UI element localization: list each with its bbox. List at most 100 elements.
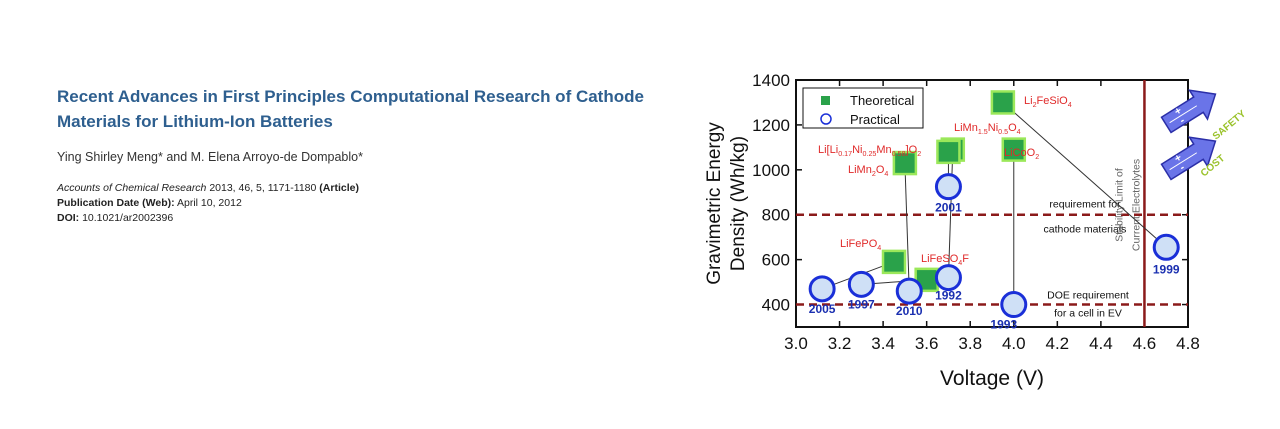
article-title[interactable]: Recent Advances in First Principles Comp… bbox=[57, 87, 644, 131]
formula-part: Li[Li bbox=[818, 144, 838, 156]
safety-label: SAFETY bbox=[1211, 108, 1249, 142]
formula-part: Ni bbox=[988, 122, 998, 134]
stability-limit-label-line: Stability Limit of bbox=[1113, 168, 1125, 242]
formula-part: 4 bbox=[884, 170, 888, 178]
formula-part: 2 bbox=[872, 170, 876, 178]
stability-limit-label-line: Current Electrolytes bbox=[1130, 159, 1142, 251]
connector-line bbox=[1002, 102, 1167, 248]
formula-part: 2 bbox=[917, 150, 921, 158]
year-label: 1997 bbox=[848, 297, 875, 311]
practical-point bbox=[808, 275, 836, 303]
compound-label: LiFeSO4F bbox=[921, 253, 969, 267]
theoretical-point bbox=[892, 150, 918, 176]
x-tick-label: 4.4 bbox=[1089, 334, 1113, 353]
theoretical-point bbox=[1001, 137, 1027, 162]
compound-label: LiFePO4 bbox=[840, 238, 881, 252]
practical-point bbox=[895, 277, 923, 305]
compound-label: Li2FeSiO4 bbox=[1024, 95, 1072, 109]
reference-label: for a cell in EV bbox=[1054, 308, 1122, 320]
reference-label: cathode materials bbox=[1044, 224, 1127, 236]
x-tick-label: 3.8 bbox=[958, 334, 982, 353]
article-summary: Recent Advances in First Principles Comp… bbox=[57, 84, 687, 226]
x-axis-label: Voltage (V) bbox=[940, 367, 1044, 390]
arrow-minus: - bbox=[1178, 114, 1188, 126]
compound-label: LiMn1.5Ni0.5O4 bbox=[954, 122, 1021, 136]
connector-line bbox=[904, 163, 910, 292]
formula-part: O bbox=[876, 164, 885, 176]
formula-part: FeSiO bbox=[1037, 95, 1069, 107]
formula-part: O bbox=[1008, 122, 1017, 134]
doi-value[interactable]: 10.1021/ar2002396 bbox=[79, 212, 174, 224]
x-tick-label: 3.6 bbox=[915, 334, 939, 353]
pub-date: April 10, 2012 bbox=[174, 197, 242, 209]
formula-part: 4 bbox=[958, 259, 962, 267]
y-axis-label: Gravimetric Energy Density (Wh/kg) bbox=[704, 122, 749, 285]
arrow-plus: + bbox=[1172, 152, 1184, 166]
practical-point bbox=[847, 270, 875, 298]
compound-label: LiCoO2 bbox=[1004, 147, 1039, 161]
y-axis-label-line: Density (Wh/kg) bbox=[728, 136, 749, 271]
formula-part: Ni bbox=[852, 144, 862, 156]
citation-details: 2013, 46, 5, 1171-1180 bbox=[206, 182, 320, 194]
formula-part: 0.58 bbox=[892, 150, 906, 158]
article-type: (Article) bbox=[319, 182, 359, 194]
formula-part: F bbox=[962, 253, 969, 265]
formula-part: Li bbox=[1024, 95, 1033, 107]
formula-part: 0.5 bbox=[998, 128, 1008, 136]
doi-label: DOI: bbox=[57, 212, 80, 224]
safety-arrow-divider bbox=[1169, 105, 1198, 124]
reference-label: DOE requirement bbox=[1047, 290, 1129, 302]
x-tick-label: 4.0 bbox=[1002, 334, 1026, 353]
formula-part: 4 bbox=[877, 244, 881, 252]
compound-label: LiMn2O4 bbox=[848, 164, 888, 178]
stability-limit-label: Stability Limit of Current Electrolytes bbox=[1113, 159, 1142, 251]
formula-part: 0.17 bbox=[838, 150, 852, 158]
formula-part: LiCoO bbox=[1004, 147, 1036, 159]
cost-arrow: +- bbox=[1160, 136, 1217, 181]
x-tick-label: 4.2 bbox=[1046, 334, 1070, 353]
pub-date-line: Publication Date (Web): April 10, 2012 bbox=[57, 196, 687, 211]
x-tick-label: 4.6 bbox=[1133, 334, 1157, 353]
formula-part: 2 bbox=[1033, 101, 1037, 109]
year-label: 2005 bbox=[809, 302, 836, 316]
x-tick-label: 4.8 bbox=[1176, 334, 1200, 353]
cost-arrow-divider bbox=[1169, 152, 1198, 171]
pub-date-label: Publication Date (Web): bbox=[57, 197, 175, 209]
safety-arrow: +- bbox=[1160, 89, 1217, 134]
y-tick-label: 400 bbox=[762, 296, 790, 315]
article-authors: Ying Shirley Meng* and M. Elena Arroyo-d… bbox=[57, 150, 363, 164]
year-label: 2010 bbox=[896, 304, 923, 318]
year-label: 2001 bbox=[935, 201, 962, 215]
x-tick-label: 3.4 bbox=[871, 334, 895, 353]
practical-point bbox=[1000, 291, 1028, 319]
formula-part: LiMn bbox=[954, 122, 978, 134]
y-tick-label: 800 bbox=[762, 206, 790, 225]
x-tick-label: 3.2 bbox=[828, 334, 852, 353]
compound-label: Li[Li0.17Ni0.25Mn0.58]O2 bbox=[818, 144, 921, 158]
formula-part: 1.5 bbox=[978, 128, 988, 136]
y-tick-label: 1000 bbox=[752, 161, 790, 180]
theoretical-point bbox=[881, 249, 907, 275]
doi-line: DOI: 10.1021/ar2002396 bbox=[57, 211, 687, 226]
legend-box bbox=[802, 87, 924, 129]
formula-part: LiFeSO bbox=[921, 253, 959, 265]
formula-part: 4 bbox=[1017, 128, 1021, 136]
formula-part: ]O bbox=[906, 144, 918, 156]
citation-line: Accounts of Chemical Research 2013, 46, … bbox=[57, 181, 687, 196]
x-tick-label: 3.0 bbox=[784, 334, 808, 353]
theoretical-point bbox=[990, 90, 1016, 115]
formula-part: LiMn bbox=[848, 164, 872, 176]
theoretical-point bbox=[936, 139, 961, 165]
legend-practical-swatch bbox=[820, 113, 832, 125]
year-label: 1999 bbox=[1153, 262, 1180, 276]
legend-label: Practical bbox=[850, 112, 900, 127]
reference-label: requirement for bbox=[1049, 199, 1121, 211]
y-tick-label: 1400 bbox=[752, 71, 790, 90]
y-tick-label: 600 bbox=[762, 251, 790, 270]
legend: Theoretical Practical bbox=[802, 87, 924, 129]
practical-point bbox=[1152, 233, 1180, 261]
year-label: 1993 bbox=[990, 318, 1017, 332]
formula-part: Mn bbox=[876, 144, 891, 156]
formula-part: LiFePO bbox=[840, 238, 878, 250]
